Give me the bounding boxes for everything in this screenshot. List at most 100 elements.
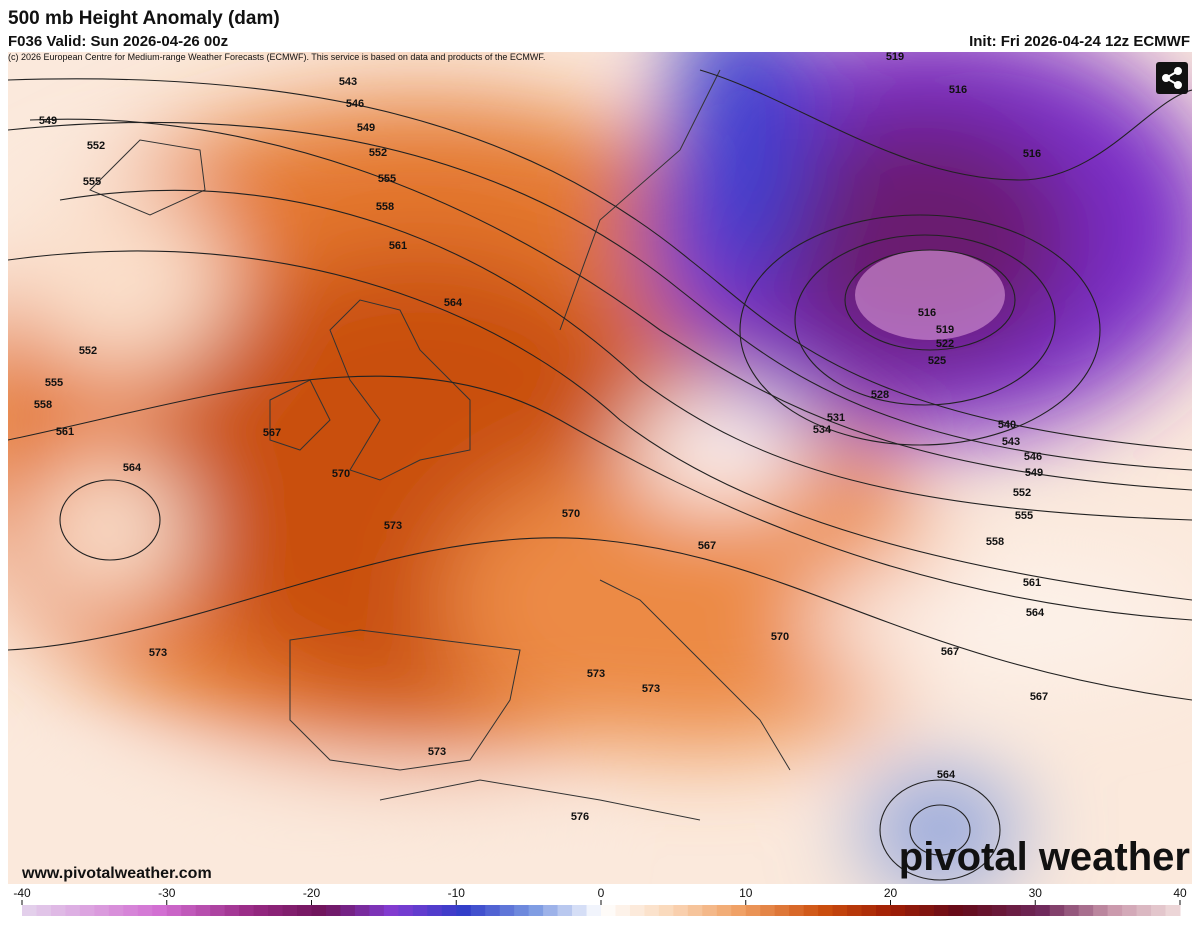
map: 543 546 549 552 555 558 561 564 567 570 573 573 552 5… <box>8 51 1192 884</box>
watermark: www.pivotalweather.com <box>21 865 212 882</box>
colorbar-cell <box>94 905 110 916</box>
contour-label: 525 <box>928 355 946 367</box>
contour-label: 558 <box>34 399 52 411</box>
colorbar-cell <box>1064 905 1080 916</box>
contour-label: 567 <box>941 646 959 658</box>
colorbar-tick-label: 40 <box>1173 886 1187 900</box>
colorbar-cell <box>268 905 284 916</box>
colorbar-cell <box>1165 905 1181 916</box>
colorbar-cell <box>876 905 891 916</box>
colorbar-cell <box>528 905 544 916</box>
colorbar-cell <box>224 905 240 916</box>
contour-label: 573 <box>642 683 660 695</box>
colorbar-cell <box>919 905 935 916</box>
colorbar-cell <box>760 905 776 916</box>
contour-label: 519 <box>886 51 904 63</box>
contour-label: 558 <box>986 536 1004 548</box>
init-time: Init: Fri 2026-04-24 12z ECMWF <box>969 33 1190 50</box>
contour-label: 555 <box>83 176 101 188</box>
contour-label: 555 <box>45 377 63 389</box>
colorbar-cell <box>470 905 486 916</box>
colorbar-cell <box>615 905 631 916</box>
colorbar-cell <box>210 905 226 916</box>
colorbar-cell <box>1006 905 1022 916</box>
colorbar-cell <box>354 905 370 916</box>
colorbar-cell <box>36 905 52 916</box>
contour-label: 519 <box>936 324 954 336</box>
colorbar: -40 -30 -20 -10 0 10 20 30 40 <box>13 886 1187 916</box>
colorbar-cell <box>340 905 356 916</box>
contour-label: 573 <box>587 668 605 680</box>
colorbar-cell <box>658 905 674 916</box>
colorbar-cell <box>702 905 718 916</box>
colorbar-cell <box>629 905 645 916</box>
colorbar-cell <box>50 905 66 916</box>
colorbar-cell <box>369 905 385 916</box>
contour-label: 558 <box>376 201 394 213</box>
colorbar-cell <box>933 905 949 916</box>
contour-label: 543 <box>339 76 357 88</box>
colorbar-cell <box>890 905 906 916</box>
colorbar-cell <box>166 905 182 916</box>
colorbar-cell <box>456 905 472 916</box>
contour-label: 561 <box>1023 577 1041 589</box>
title: 500 mb Height Anomaly (dam) <box>8 8 280 29</box>
contour-label: 564 <box>1026 607 1045 619</box>
contour-label: 516 <box>918 307 936 319</box>
contour-label: 555 <box>1015 510 1033 522</box>
colorbar-cell <box>383 905 399 916</box>
contour-label: 552 <box>1013 487 1031 499</box>
colorbar-cell <box>1049 905 1065 916</box>
colorbar-cell <box>1107 905 1123 916</box>
colorbar-cell <box>962 905 978 916</box>
contour-label: 543 <box>1002 436 1020 448</box>
colorbar-cell <box>79 905 95 916</box>
colorbar-cell <box>832 905 848 916</box>
colorbar-cell <box>123 905 139 916</box>
colorbar-cell <box>572 905 588 916</box>
contour-label: 531 <box>827 412 845 424</box>
contour-label: 552 <box>369 147 387 159</box>
contour-label: 528 <box>871 389 889 401</box>
colorbar-tick-label: -40 <box>13 886 31 900</box>
share-icon <box>1162 67 1182 89</box>
colorbar-cell <box>325 905 341 916</box>
contour-label: 549 <box>357 122 375 134</box>
contour-label: 546 <box>346 98 364 110</box>
colorbar-tick-label: 20 <box>884 886 898 900</box>
colorbar-cell <box>904 905 920 916</box>
contour-label: 570 <box>771 631 789 643</box>
colorbar-cell <box>745 905 761 916</box>
contour-label: 534 <box>813 424 832 436</box>
colorbar-cell <box>1078 905 1094 916</box>
colorbar-cell <box>543 905 559 916</box>
colorbar-cell <box>774 905 790 916</box>
colorbar-cell <box>398 905 414 916</box>
valid-time: F036 Valid: Sun 2026-04-26 00z <box>8 33 228 50</box>
colorbar-cell <box>499 905 515 916</box>
colorbar-cell <box>847 905 863 916</box>
colorbar-cell <box>1093 905 1109 916</box>
colorbar-cell <box>137 905 153 916</box>
colorbar-cell <box>586 905 602 916</box>
colorbar-cell <box>441 905 457 916</box>
contour-label: 555 <box>378 173 396 185</box>
copyright: (c) 2026 European Centre for Medium-rang… <box>8 52 545 62</box>
contour-label: 516 <box>949 84 967 96</box>
contour-label: 573 <box>428 746 446 758</box>
contour-label: 516 <box>1023 148 1041 160</box>
colorbar-tick-label: -20 <box>303 886 321 900</box>
contour-label: 564 <box>444 297 463 309</box>
share-button[interactable] <box>1156 62 1188 94</box>
colorbar-cell <box>514 905 530 916</box>
colorbar-cell <box>1136 905 1152 916</box>
colorbar-tick-label: 10 <box>739 886 753 900</box>
contour-label: 522 <box>936 338 954 350</box>
colorbar-cell <box>1122 905 1138 916</box>
colorbar-cell <box>297 905 312 916</box>
colorbar-cell <box>412 905 428 916</box>
logo: pivotal weather <box>899 835 1190 879</box>
colorbar-cell <box>687 905 703 916</box>
colorbar-cell <box>195 905 211 916</box>
contour-label: 573 <box>149 647 167 659</box>
